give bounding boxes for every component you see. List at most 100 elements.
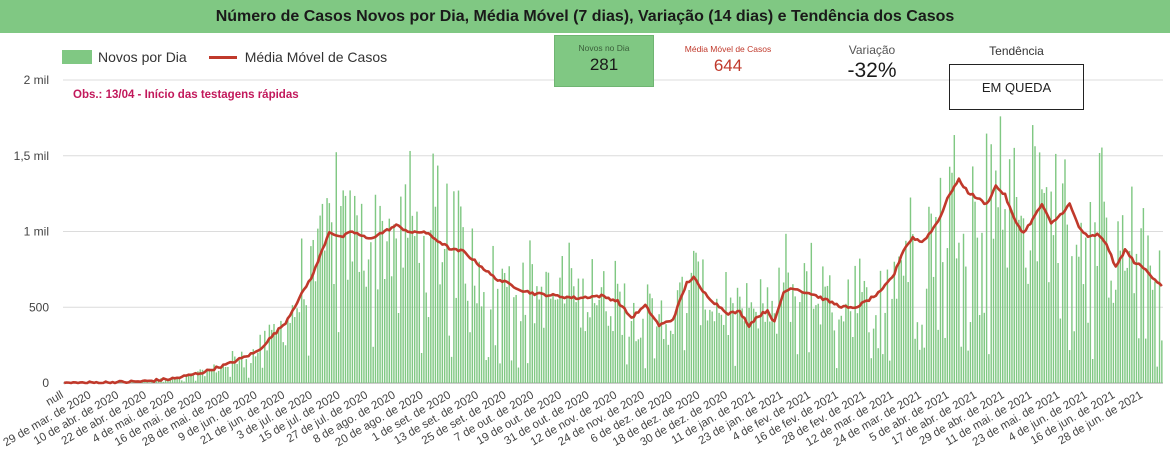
daily-bar: [817, 303, 819, 383]
daily-bar: [609, 316, 612, 383]
daily-bar: [1002, 229, 1004, 383]
daily-bar: [374, 194, 377, 383]
legend-item-bars[interactable]: Novos por Dia: [62, 49, 187, 65]
daily-bar: [365, 286, 367, 383]
daily-bar: [960, 346, 962, 383]
daily-bar: [1135, 253, 1138, 383]
daily-bar: [854, 265, 856, 383]
daily-bar: [1064, 159, 1066, 383]
daily-bar: [1018, 219, 1020, 383]
daily-bar: [769, 321, 771, 383]
daily-bar: [699, 325, 702, 383]
daily-bar: [882, 354, 884, 383]
daily-bar: [734, 365, 736, 383]
daily-bar: [780, 302, 783, 383]
daily-bar: [307, 355, 310, 383]
daily-bar: [796, 354, 799, 383]
daily-bar: [1117, 221, 1119, 383]
daily-bar: [1015, 197, 1018, 383]
daily-bar: [411, 215, 414, 383]
daily-bar: [201, 369, 204, 383]
daily-bar: [692, 250, 695, 383]
daily-bar: [1057, 263, 1059, 383]
daily-bar: [448, 335, 450, 383]
daily-bar: [674, 311, 676, 383]
daily-bar: [679, 282, 681, 383]
daily-bar: [192, 375, 195, 383]
daily-bar: [314, 281, 317, 383]
daily-bar: [432, 153, 434, 383]
daily-bar: [393, 224, 395, 383]
daily-bar: [280, 320, 282, 383]
daily-bar: [390, 276, 393, 383]
daily-bar: [118, 382, 121, 383]
daily-bar: [243, 367, 245, 383]
daily-bar: [1031, 125, 1034, 384]
daily-bar: [1149, 265, 1152, 383]
daily-bar: [349, 190, 351, 383]
daily-bar: [729, 297, 732, 383]
daily-bar: [543, 327, 545, 383]
daily-bar: [310, 246, 312, 383]
daily-bar: [713, 321, 716, 383]
daily-bar: [709, 309, 711, 383]
daily-bar: [868, 332, 870, 383]
daily-bar: [757, 328, 759, 383]
daily-bar: [386, 241, 388, 383]
daily-bar: [591, 259, 593, 383]
daily-bar: [1043, 192, 1045, 383]
daily-bar: [289, 322, 291, 383]
daily-bar: [261, 367, 264, 383]
daily-bar: [330, 222, 333, 383]
daily-bar: [1098, 152, 1101, 383]
daily-bar: [377, 289, 379, 383]
daily-bar: [942, 262, 944, 383]
daily-bar: [902, 275, 905, 383]
daily-bar: [515, 294, 517, 383]
daily-bar: [755, 311, 757, 383]
daily-bar: [1112, 302, 1115, 383]
daily-bar: [842, 321, 845, 383]
daily-bar: [1025, 267, 1027, 383]
legend-item-line[interactable]: Média Móvel de Casos: [208, 49, 387, 65]
kpi-new-label: Novos no Dia: [578, 43, 630, 53]
daily-bar: [340, 206, 342, 383]
daily-bar: [517, 367, 520, 383]
daily-bar: [972, 166, 974, 383]
daily-bar: [1061, 183, 1064, 383]
daily-bar: [870, 358, 872, 383]
daily-bar: [794, 296, 796, 383]
daily-bar: [1036, 261, 1039, 383]
daily-bar: [621, 334, 623, 383]
daily-bar: [577, 278, 580, 383]
daily-bar: [533, 323, 536, 383]
daily-bar: [446, 183, 448, 383]
daily-bar: [1055, 153, 1057, 383]
daily-bar: [1101, 147, 1103, 383]
daily-bar: [951, 172, 953, 383]
daily-bar: [893, 261, 896, 383]
daily-bar: [1147, 235, 1149, 383]
daily-bar: [1144, 338, 1147, 383]
daily-bar: [1140, 228, 1142, 383]
daily-bar: [937, 329, 939, 383]
daily-bar: [344, 195, 347, 383]
daily-bar: [626, 364, 628, 383]
kpi-new-value: 281: [589, 55, 619, 74]
daily-bar: [413, 236, 416, 383]
daily-bar: [792, 284, 794, 383]
daily-bar: [360, 203, 363, 383]
daily-bar: [538, 299, 540, 383]
daily-bar: [676, 290, 679, 383]
daily-bar: [508, 266, 510, 383]
daily-bar: [130, 382, 132, 383]
kpi-trend-label: Tendência: [989, 44, 1044, 58]
daily-bar: [916, 322, 919, 383]
daily-bar: [822, 266, 824, 383]
daily-bar: [552, 294, 554, 383]
daily-bar: [229, 376, 231, 383]
daily-bar: [335, 152, 337, 383]
daily-bar: [473, 285, 476, 383]
daily-bar: [923, 347, 926, 383]
kpi-avg-label: Média Móvel de Casos: [684, 44, 772, 54]
